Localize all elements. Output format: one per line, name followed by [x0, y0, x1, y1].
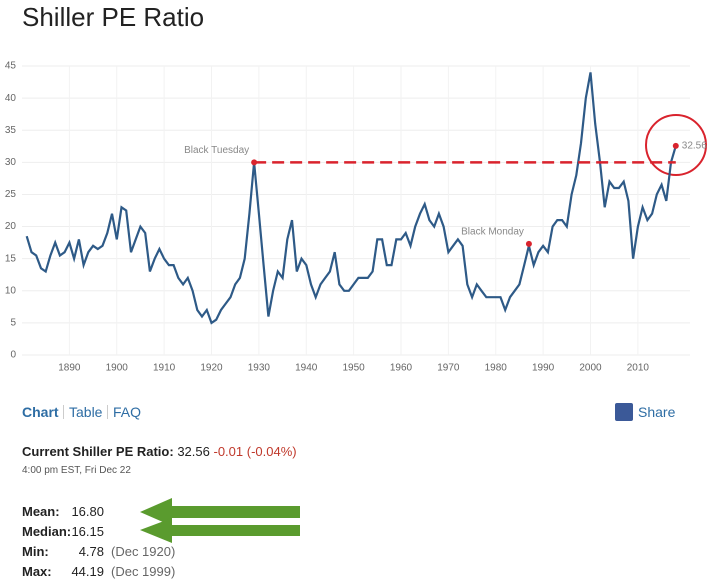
arrow [140, 498, 300, 526]
x-tick-label: 1970 [437, 363, 460, 374]
stat-value: 4.78 [78, 544, 104, 559]
x-tick-label: 1920 [200, 363, 223, 374]
stat-value: 44.19 [71, 564, 104, 579]
stat-label: Median: [22, 524, 72, 539]
share-link[interactable]: Share [638, 404, 676, 420]
y-tick-label: 25 [5, 189, 17, 200]
y-tick-label: 45 [5, 61, 17, 72]
x-tick-label: 1930 [248, 363, 271, 374]
annotation-point [525, 240, 532, 247]
stat-value: 16.80 [71, 504, 104, 519]
y-tick-label: 15 [5, 253, 17, 264]
arrow [140, 518, 300, 543]
annotation-point [672, 142, 679, 149]
stat-label: Min: [22, 544, 49, 559]
annotation-label: Black Tuesday [184, 145, 249, 156]
chart: 0 5 10 15 20 25 30 35 40 45 1890 1900 1910 1920 1930 19… [5, 61, 707, 374]
stat-label: Max: [22, 564, 52, 579]
current-change: -0.01 (-0.04%) [213, 444, 297, 459]
stat-label: Mean: [22, 504, 60, 519]
highlight-circle [645, 114, 707, 176]
y-tick-label: 20 [5, 221, 17, 232]
annotation-point [251, 159, 258, 166]
current-line: Current Shiller PE Ratio: 32.56 -0.01 (-… [22, 444, 297, 459]
series-line [25, 72, 677, 325]
x-tick-label: 2000 [579, 363, 602, 374]
y-tick-label: 5 [10, 318, 16, 329]
separator [107, 405, 108, 419]
stat-value: 16.15 [71, 524, 104, 539]
x-tick-label: 1980 [485, 363, 508, 374]
current-value: 32.56 [177, 444, 210, 459]
x-tick-label: 1900 [106, 363, 129, 374]
x-tick-label: 1990 [532, 363, 555, 374]
tab[interactable]: FAQ [113, 404, 142, 420]
x-tick-label: 1960 [390, 363, 413, 374]
annotation-label: Black Monday [461, 227, 524, 238]
stat-date: (Dec 1999) [111, 564, 176, 579]
current-time: 4:00 pm EST, Fri Dec 22 [22, 465, 131, 476]
current-label: Current Shiller PE Ratio: [22, 444, 174, 459]
y-tick-label: 10 [5, 285, 17, 296]
separator [63, 405, 64, 419]
annotation-label: 32.56 [682, 141, 707, 152]
x-tick-label: 2010 [627, 363, 650, 374]
tab[interactable]: Table [69, 404, 103, 420]
x-tick-label: 1910 [153, 363, 176, 374]
tab[interactable]: Chart [22, 404, 59, 420]
y-tick-label: 0 [10, 350, 16, 361]
x-tick-label: 1950 [343, 363, 366, 374]
x-tick-label: 1940 [295, 363, 318, 374]
page-title: Shiller PE Ratio [22, 2, 205, 32]
y-tick-label: 35 [5, 125, 17, 136]
y-tick-label: 30 [5, 157, 17, 168]
x-tick-label: 1890 [58, 363, 81, 374]
y-tick-label: 40 [5, 93, 17, 104]
stat-date: (Dec 1920) [111, 544, 176, 559]
facebook-icon[interactable] [615, 403, 633, 421]
